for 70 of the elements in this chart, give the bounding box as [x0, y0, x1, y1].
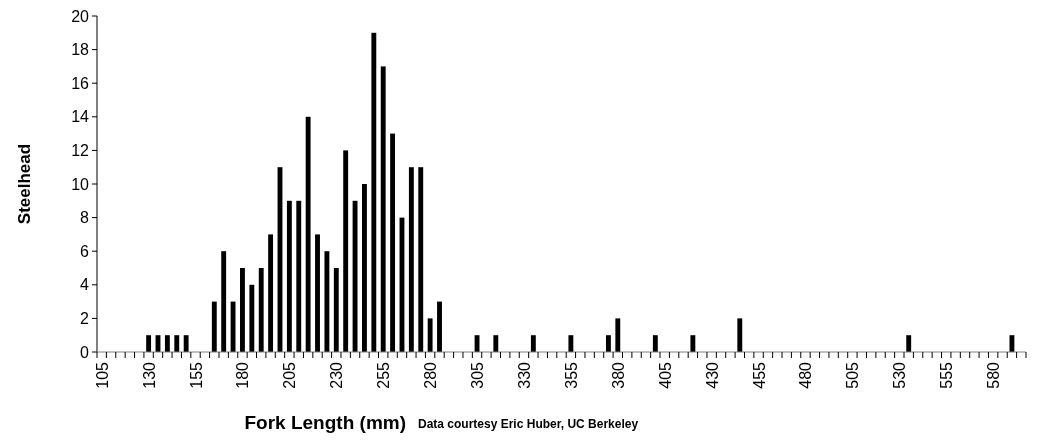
x-tick-label: 330: [515, 361, 533, 389]
x-tick-label: 530: [891, 361, 909, 389]
bar: [296, 200, 302, 352]
bar: [249, 284, 255, 352]
y-axis-title: Steelhead: [15, 143, 34, 225]
bar: [737, 318, 743, 352]
x-tick-label: 105: [93, 361, 111, 389]
bar: [437, 301, 442, 352]
bar: [286, 200, 292, 352]
x-tick-label: 155: [187, 361, 205, 389]
x-axis-title: Fork Length (mm): [244, 412, 406, 433]
bar: [268, 234, 274, 352]
x-tick-label: 255: [375, 361, 393, 389]
bar: [343, 150, 349, 352]
bar: [174, 335, 180, 352]
bar: [230, 301, 236, 352]
bar: [390, 133, 396, 352]
bar: [427, 318, 433, 352]
bar: [530, 335, 536, 352]
bar: [183, 335, 189, 352]
x-tick-label: 205: [281, 361, 299, 389]
bar: [333, 268, 339, 352]
y-tick-label: 4: [80, 276, 90, 294]
bar: [493, 335, 499, 352]
bar: [240, 268, 245, 352]
y-tick-label: 6: [80, 242, 90, 260]
bar: [568, 335, 574, 352]
bar: [1009, 335, 1015, 352]
bar: [221, 251, 227, 352]
bar: [146, 335, 152, 352]
x-tick-label: 480: [797, 361, 815, 389]
bar: [211, 301, 217, 352]
bar: [380, 66, 386, 352]
x-tick-label: 580: [985, 361, 1003, 389]
bar: [690, 335, 696, 352]
bar: [615, 318, 621, 352]
x-tick-label: 405: [656, 361, 674, 389]
x-tick-label: 305: [469, 361, 487, 389]
bar: [362, 184, 367, 352]
x-tick-label: 455: [750, 361, 768, 389]
bar: [906, 335, 912, 352]
y-tick-label: 10: [71, 175, 90, 193]
bar: [652, 335, 658, 352]
x-tick-label: 280: [422, 361, 440, 389]
bar: [324, 251, 330, 352]
x-tick-label: 180: [234, 361, 252, 389]
text: Data courtesy Eric Huber, UC Berkeley: [418, 417, 639, 431]
y-tick-label: 2: [80, 310, 90, 327]
y-tick-label: 14: [71, 108, 90, 126]
bar: [371, 32, 377, 352]
y-tick-label: 8: [80, 209, 90, 227]
x-tick-label: 555: [938, 361, 956, 389]
y-tick-label: 0: [80, 343, 90, 361]
bar: [305, 116, 311, 352]
bar: [315, 234, 320, 352]
x-tick-label: 130: [140, 361, 158, 389]
x-tick-label: 380: [609, 361, 627, 389]
x-tick-label: 505: [844, 361, 862, 389]
x-tick-label: 355: [562, 361, 580, 389]
bar: [164, 335, 170, 352]
bar: [408, 167, 414, 352]
y-tick-label: 12: [71, 142, 90, 159]
y-tick-label: 18: [71, 41, 90, 59]
x-tick-label: 230: [328, 361, 346, 389]
bar: [258, 268, 264, 352]
bar: [418, 167, 424, 352]
y-tick-label: 20: [71, 7, 90, 25]
y-tick-label: 16: [71, 74, 90, 92]
x-tick-label: 430: [703, 361, 721, 389]
bar: [605, 335, 611, 352]
